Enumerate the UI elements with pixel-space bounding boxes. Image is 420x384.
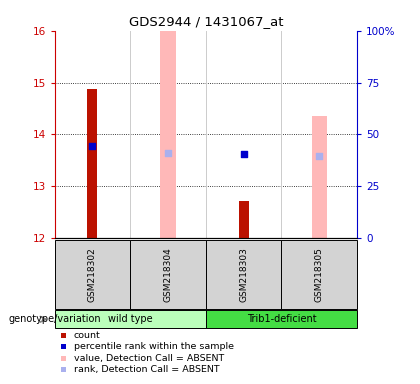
Text: Trib1-deficient: Trib1-deficient (247, 314, 316, 324)
Bar (239, 201, 249, 238)
Text: rank, Detection Call = ABSENT: rank, Detection Call = ABSENT (74, 365, 219, 374)
Text: value, Detection Call = ABSENT: value, Detection Call = ABSENT (74, 354, 224, 363)
Text: genotype/variation: genotype/variation (8, 314, 101, 324)
Text: wild type: wild type (108, 314, 152, 324)
Text: GSM218305: GSM218305 (315, 247, 324, 302)
Bar (87, 89, 97, 238)
Point (165, 149, 171, 156)
Point (89, 143, 96, 149)
Bar (312, 116, 327, 238)
Title: GDS2944 / 1431067_at: GDS2944 / 1431067_at (129, 15, 283, 28)
Point (240, 151, 247, 157)
Text: GSM218302: GSM218302 (88, 247, 97, 302)
Text: count: count (74, 331, 100, 340)
Text: GSM218303: GSM218303 (239, 247, 248, 302)
Point (316, 153, 323, 159)
Text: percentile rank within the sample: percentile rank within the sample (74, 342, 234, 351)
Text: GSM218304: GSM218304 (163, 247, 173, 302)
Bar (160, 2, 176, 238)
